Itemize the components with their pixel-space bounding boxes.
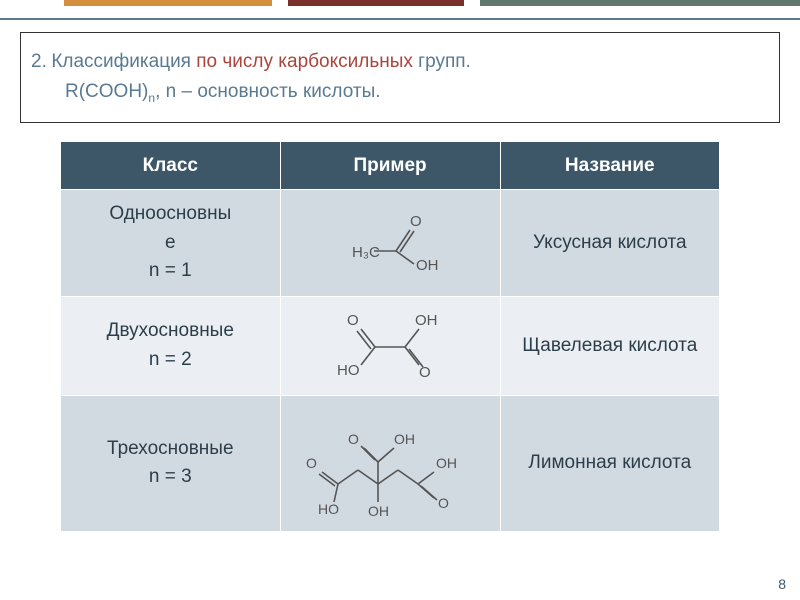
label-o: O [410, 213, 422, 230]
bar-seg [480, 0, 800, 6]
label-oh: OH [416, 257, 439, 274]
class-line: Двухосновные [107, 320, 234, 341]
col-example: Пример [280, 142, 500, 190]
formula-pre: R(COOH) [65, 81, 148, 102]
title-box: 2. Классификация по числу карбоксильных … [20, 32, 780, 123]
label-o: O [419, 364, 431, 381]
title-line2: R(COOH)n, n – основность кислоты. [65, 77, 761, 108]
table-header-row: Класс Пример Название [61, 142, 720, 190]
class-line: n = 2 [149, 349, 192, 370]
class-cell: Одноосновны е n = 1 [61, 190, 281, 297]
label-o: O [306, 455, 317, 471]
bar-seg [288, 0, 464, 6]
classification-table: Класс Пример Название Одноосновны е n = … [60, 141, 720, 532]
label-ho: HO [337, 362, 360, 379]
structure-cell: O HO O OH OH OH O [280, 395, 500, 531]
bar-seg [464, 0, 480, 6]
label-ch3: H₃C [352, 244, 380, 261]
label-ho: HO [318, 501, 339, 517]
formula-post: , n – основность кислоты. [155, 81, 380, 102]
citric-acid-structure: O HO O OH OH OH O [290, 406, 490, 521]
title-number: 2. [31, 51, 47, 72]
oxalic-acid-structure: O OH HO O [315, 307, 465, 385]
bar-seg [0, 0, 64, 6]
label-o: O [438, 495, 449, 511]
acetic-acid-structure: H₃C O OH [330, 208, 450, 278]
title-part-c: групп. [418, 51, 471, 72]
title-part-b: по числу карбоксильных [196, 51, 418, 72]
label-oh: OH [415, 312, 438, 329]
table-row: Одноосновны е n = 1 H₃C O OH Уксусн [61, 190, 720, 297]
title-line1: 2. Классификация по числу карбоксильных … [31, 47, 761, 77]
page-number: 8 [778, 576, 786, 592]
class-line: n = 3 [149, 466, 192, 487]
title-part-a: Классификация [51, 51, 196, 72]
col-class: Класс [61, 142, 281, 190]
class-line: Одноосновны [109, 203, 231, 224]
class-cell: Двухосновные n = 2 [61, 296, 281, 395]
class-line: Трехосновные [107, 438, 233, 459]
divider-line [0, 18, 800, 20]
name-cell: Уксусная кислота [500, 190, 719, 297]
structure-cell: O OH HO O [280, 296, 500, 395]
label-o: O [348, 431, 359, 447]
accent-bar [0, 0, 800, 6]
class-cell: Трехосновные n = 3 [61, 395, 281, 531]
name-cell: Щавелевая кислота [500, 296, 719, 395]
structure-cell: H₃C O OH [280, 190, 500, 297]
col-name: Название [500, 142, 719, 190]
label-o: O [347, 312, 359, 329]
label-oh: OH [436, 455, 457, 471]
label-oh: OH [394, 431, 415, 447]
label-oh: OH [368, 503, 389, 519]
bar-seg [272, 0, 288, 6]
class-line: е [165, 232, 176, 253]
class-line: n = 1 [149, 260, 192, 281]
name-cell: Лимонная кислота [500, 395, 719, 531]
bar-seg [64, 0, 272, 6]
table-row: Двухосновные n = 2 O OH HO [61, 296, 720, 395]
table-row: Трехосновные n = 3 [61, 395, 720, 531]
